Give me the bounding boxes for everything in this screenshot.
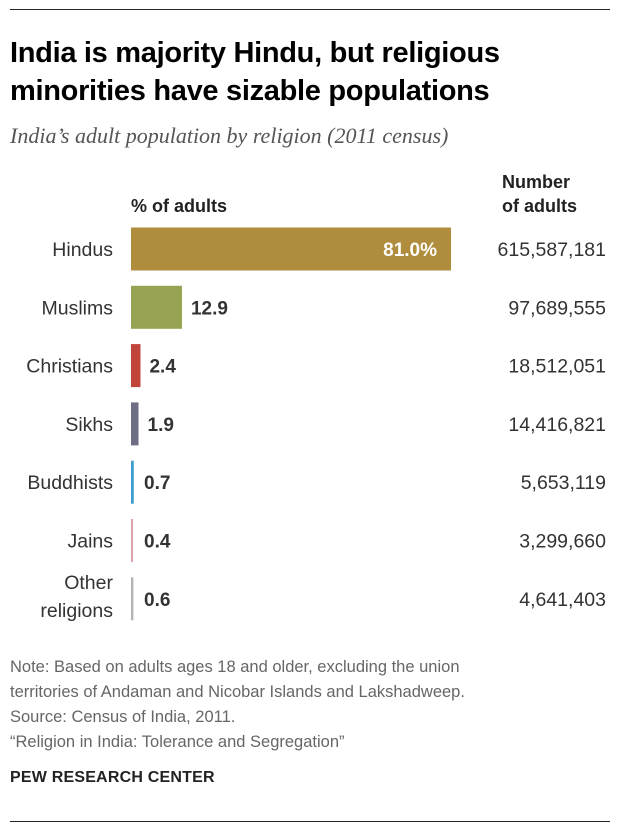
count-value-other-religions: 4,641,403 bbox=[519, 589, 606, 611]
bar-christians bbox=[131, 344, 141, 388]
footnote: Note: Based on adults ages 18 and older,… bbox=[10, 655, 610, 755]
category-label-hindus: Hindus bbox=[52, 239, 113, 261]
brand-logo-text: PEW RESEARCH CENTER bbox=[10, 769, 215, 786]
source-line: Source: Census of India, 2011. bbox=[10, 708, 236, 726]
bar-jains bbox=[131, 519, 133, 562]
report-title-line: “Religion in India: Tolerance and Segreg… bbox=[10, 733, 345, 751]
bottom-rule bbox=[10, 821, 610, 822]
category-label-jains: Jains bbox=[67, 531, 113, 553]
value-label-jains: 0.4 bbox=[144, 532, 171, 553]
top-rule bbox=[10, 9, 610, 10]
count-header-line1: Number bbox=[502, 172, 571, 192]
value-label-sikhs: 1.9 bbox=[148, 415, 174, 436]
note-line-1: Note: Based on adults ages 18 and older,… bbox=[10, 658, 460, 676]
value-label-christians: 2.4 bbox=[149, 357, 176, 378]
bar-hindus bbox=[131, 227, 451, 271]
count-value-christians: 18,512,051 bbox=[508, 356, 606, 378]
chart-title: India is majority Hindu, but religious m… bbox=[10, 37, 500, 107]
percent-column-header: % of adults bbox=[131, 196, 228, 216]
value-label-hindus: 81.0% bbox=[383, 240, 437, 261]
note-line-2: territories of Andaman and Nicobar Islan… bbox=[10, 683, 465, 701]
chart-subtitle: India’s adult population by religion (20… bbox=[10, 123, 449, 148]
category-label-buddhists: Buddhists bbox=[27, 472, 113, 494]
category-label-other-religions: Other religions bbox=[40, 572, 113, 622]
count-value-muslims: 97,689,555 bbox=[508, 297, 606, 319]
count-value-sikhs: 14,416,821 bbox=[508, 414, 606, 436]
count-value-hindus: 615,587,181 bbox=[498, 239, 606, 261]
bar-chart: Hindus 81.0% 615,587,181 Muslims 12.9 97,689,… bbox=[26, 227, 606, 622]
bar-sikhs bbox=[131, 402, 139, 446]
count-column-header: Number of adults bbox=[502, 170, 612, 218]
count-value-buddhists: 5,653,119 bbox=[521, 472, 606, 494]
bar-muslims bbox=[131, 285, 182, 329]
bar-other-religions bbox=[131, 577, 134, 621]
category-label-christians: Christians bbox=[26, 356, 113, 378]
count-value-jains: 3,299,660 bbox=[519, 531, 606, 553]
value-label-other-religions: 0.6 bbox=[144, 590, 170, 611]
value-label-buddhists: 0.7 bbox=[144, 473, 170, 494]
count-header-line2: of adults bbox=[502, 196, 577, 216]
value-label-muslims: 12.9 bbox=[191, 298, 228, 319]
category-label-sikhs: Sikhs bbox=[65, 414, 113, 436]
bar-buddhists bbox=[131, 460, 134, 504]
category-label-muslims: Muslims bbox=[42, 297, 114, 319]
